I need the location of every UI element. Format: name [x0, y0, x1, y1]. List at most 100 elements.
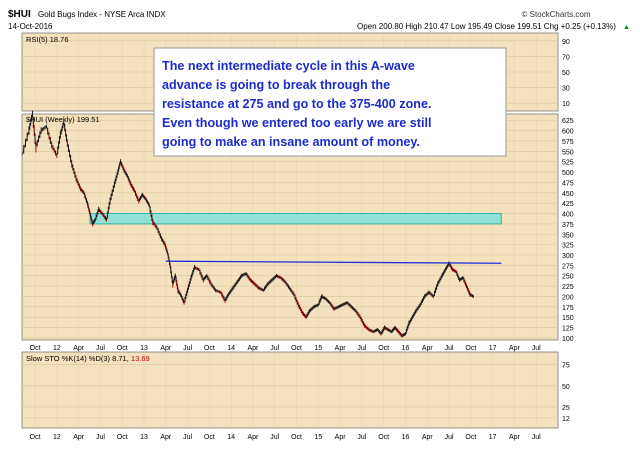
date-tick-label: 14: [227, 345, 235, 352]
price-tick-label: 200: [562, 294, 574, 301]
price-tick-label: 175: [562, 305, 574, 312]
date-tick-label: Oct: [117, 434, 128, 441]
price-tick-label: 550: [562, 149, 574, 156]
price-tick-label: 500: [562, 170, 574, 177]
quote-up-icon: ▲: [623, 24, 630, 31]
price-tick-label: 525: [562, 160, 574, 167]
stochastic-tick-label: 75: [562, 363, 570, 370]
annotation-box: [153, 47, 507, 157]
price-axis: 100 125 150 175 200 225 250 275 300 325 350 375 400 4…: [562, 118, 574, 343]
date-tick-label: Jul: [357, 434, 366, 441]
date-tick-label: 15: [314, 434, 322, 441]
header-quote: Open 200.80 High 210.47 Low 195.49 Close…: [357, 22, 616, 31]
price-tick-label: 450: [562, 191, 574, 198]
date-tick-label: Oct: [465, 434, 476, 441]
date-tick-label: Jul: [445, 345, 454, 352]
stochastic-axis: 12 25 50 75: [562, 363, 570, 423]
header-symbol: $HUI: [8, 9, 31, 20]
price-tick-label: 375: [562, 222, 574, 229]
date-tick-label: Apr: [248, 434, 260, 441]
stochastic-horizontal-grid: [22, 364, 558, 419]
date-tick-label: 16: [402, 434, 410, 441]
stochastic-legend: Slow STO %K(14) %D(3) 8.71,: [26, 354, 131, 363]
date-tick-label: Apr: [509, 345, 521, 352]
date-tick-label: Oct: [378, 434, 389, 441]
date-tick-label: 15: [314, 345, 322, 352]
date-tick-label: Apr: [335, 434, 347, 441]
date-tick-label: Jul: [96, 434, 105, 441]
stochastic-date-axis: Oct 12 Apr Jul Oct 13 Apr Jul Oct 14 Apr Jul Oct 15 Ap…: [30, 434, 542, 441]
price-series: [21, 110, 474, 338]
resistance-line-275: [165, 260, 502, 264]
date-tick-label: Oct: [465, 345, 476, 352]
date-tick-label: 17: [489, 345, 497, 352]
price-tick-label: 300: [562, 253, 574, 260]
price-tick-label: 475: [562, 180, 574, 187]
stochastic-tick-label: 50: [562, 384, 570, 391]
stochastic-tick-label: 12: [562, 416, 570, 423]
rsi-tick-label: 90: [562, 39, 570, 46]
stochastic-tick-label: 25: [562, 405, 570, 412]
price-tick-label: 425: [562, 201, 574, 208]
svg-text:Slow STO %K(14) %D(3) 8.71, 13: Slow STO %K(14) %D(3) 8.71, 13.69: [26, 354, 150, 363]
date-tick-label: Apr: [422, 434, 434, 441]
date-tick-label: Jul: [183, 345, 192, 352]
date-tick-label: Jul: [270, 434, 279, 441]
annotation-line-2: advance is going to break through the: [162, 78, 390, 92]
rsi-tick-label: 10: [562, 101, 570, 108]
price-date-axis: Oct 12 Apr Jul Oct 13 Apr Jul Oct 14 Apr Jul Oct 15 Ap…: [30, 345, 542, 352]
date-tick-label: Oct: [30, 345, 41, 352]
date-tick-label: Apr: [422, 345, 434, 352]
date-tick-label: Jul: [96, 345, 105, 352]
rsi-axis: 10 30 50 70 90: [562, 39, 570, 108]
price-tick-label: 625: [562, 118, 574, 125]
target-zone-375-400: [89, 213, 502, 225]
price-legend: $HUI (Weekly) 199.51: [26, 115, 100, 124]
price-tick-label: 125: [562, 326, 574, 333]
price-tick-label: 400: [562, 212, 574, 219]
price-tick-label: 350: [562, 232, 574, 239]
price-line: [21, 113, 474, 337]
date-tick-label: Oct: [30, 434, 41, 441]
date-tick-label: Apr: [73, 345, 85, 352]
price-vertical-grid: [34, 114, 537, 340]
price-tick-label: 100: [562, 336, 574, 343]
rsi-tick-label: 70: [562, 54, 570, 61]
date-tick-label: 13: [140, 345, 148, 352]
date-tick-label: 12: [53, 345, 61, 352]
rsi-tick-label: 50: [562, 70, 570, 77]
annotation-line-5: going to make an insane amount of money.: [162, 135, 420, 149]
date-tick-label: Jul: [532, 434, 541, 441]
annotation-line-4: Even though we entered too early we are …: [162, 116, 431, 130]
header-date: 14-Oct-2016: [8, 22, 53, 31]
date-tick-label: Apr: [335, 345, 347, 352]
price-tick-label: 575: [562, 139, 574, 146]
date-tick-label: Jul: [270, 345, 279, 352]
date-tick-label: Apr: [160, 434, 172, 441]
date-tick-label: 12: [53, 434, 61, 441]
date-tick-label: Oct: [291, 345, 302, 352]
annotation-line-3: resistance at 275 and go to the 375-400 …: [162, 97, 431, 111]
date-tick-label: Apr: [73, 434, 85, 441]
date-tick-label: Apr: [160, 345, 172, 352]
date-tick-label: Apr: [248, 345, 260, 352]
date-tick-label: Oct: [117, 345, 128, 352]
date-tick-label: Jul: [445, 434, 454, 441]
price-tick-label: 225: [562, 284, 574, 291]
date-tick-label: Oct: [291, 434, 302, 441]
price-tick-label: 600: [562, 129, 574, 136]
date-tick-label: Jul: [532, 345, 541, 352]
stochastic-panel: Slow STO %K(14) %D(3) 8.71, 13.69 12 25 50…: [21, 351, 570, 441]
stochastic-legend-d-value: 13.69: [131, 354, 150, 363]
date-tick-label: Apr: [509, 434, 521, 441]
annotation-callout: The next intermediate cycle in this A-wa…: [153, 47, 507, 157]
rsi-legend: RSI(5) 18.76: [26, 35, 69, 44]
date-tick-label: Jul: [357, 345, 366, 352]
date-tick-label: Oct: [204, 434, 215, 441]
date-tick-label: Jul: [183, 434, 192, 441]
stochastic-panel-background: [21, 351, 559, 429]
date-tick-label: 17: [489, 434, 497, 441]
date-tick-label: 16: [402, 345, 410, 352]
date-tick-label: 14: [227, 434, 235, 441]
